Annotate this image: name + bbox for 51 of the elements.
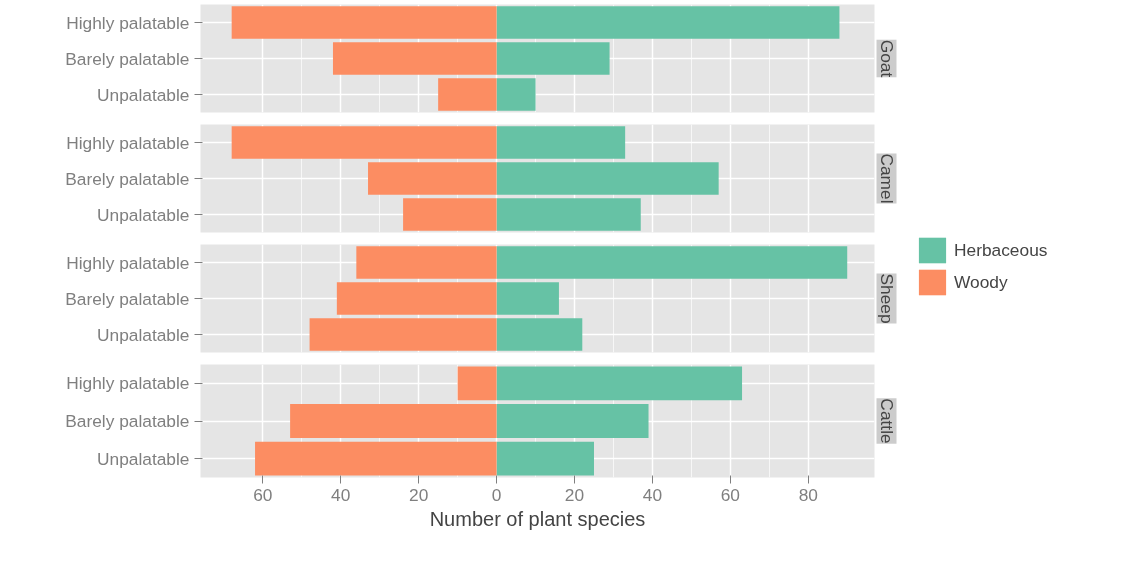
y-tick-label: Highly palatable bbox=[66, 12, 190, 33]
y-tick-label: Unpalatable bbox=[97, 448, 190, 469]
bar bbox=[496, 282, 559, 315]
y-tick-label: Unpalatable bbox=[97, 204, 190, 225]
bar bbox=[496, 78, 536, 111]
x-tick-label: 20 bbox=[564, 484, 585, 505]
bar bbox=[255, 441, 497, 476]
x-tick-label: 20 bbox=[409, 484, 429, 505]
x-tick-label: 0 bbox=[491, 484, 502, 505]
bar bbox=[496, 366, 743, 401]
bar bbox=[336, 282, 497, 315]
y-tick-label: Unpalatable bbox=[97, 324, 190, 345]
bar bbox=[496, 162, 719, 195]
bar bbox=[231, 126, 497, 159]
y-tick-label: Barely palatable bbox=[65, 48, 190, 69]
y-tick-label: Barely palatable bbox=[65, 168, 190, 189]
x-axis-title: Number of plant species bbox=[429, 507, 646, 530]
x-tick-label: 80 bbox=[798, 484, 818, 505]
y-tick-label: Highly palatable bbox=[66, 373, 190, 394]
text: Sheep bbox=[876, 273, 897, 324]
bar bbox=[496, 318, 583, 351]
bar bbox=[496, 6, 840, 39]
bar bbox=[290, 404, 497, 438]
text: Camel bbox=[876, 153, 897, 204]
text: Cattle bbox=[876, 398, 897, 444]
y-tick-label: Highly palatable bbox=[66, 132, 190, 153]
bar bbox=[496, 246, 848, 279]
x-tick-label: 60 bbox=[720, 484, 740, 505]
y-tick-label: Barely palatable bbox=[65, 411, 190, 431]
bar bbox=[496, 198, 641, 231]
y-tick-label: Unpalatable bbox=[97, 84, 190, 105]
bar bbox=[368, 162, 497, 195]
bar bbox=[231, 6, 497, 39]
bar bbox=[332, 42, 497, 75]
x-tick-label: 60 bbox=[253, 484, 273, 505]
text: Goat bbox=[876, 39, 897, 78]
bar bbox=[356, 246, 497, 279]
bar bbox=[496, 404, 649, 438]
bar bbox=[496, 441, 594, 476]
x-tick-label: 40 bbox=[642, 484, 663, 505]
x-tick-label: 40 bbox=[331, 484, 351, 505]
bar bbox=[496, 42, 610, 75]
y-tick-label: Highly palatable bbox=[66, 252, 190, 273]
legend-label: Woody bbox=[954, 271, 1008, 293]
bar bbox=[309, 318, 497, 351]
bar bbox=[496, 126, 626, 159]
bar bbox=[457, 366, 497, 401]
y-tick-label: Barely palatable bbox=[65, 288, 190, 309]
legend-label: Herbaceous bbox=[954, 239, 1048, 261]
bar bbox=[438, 78, 497, 111]
bar bbox=[403, 198, 497, 231]
